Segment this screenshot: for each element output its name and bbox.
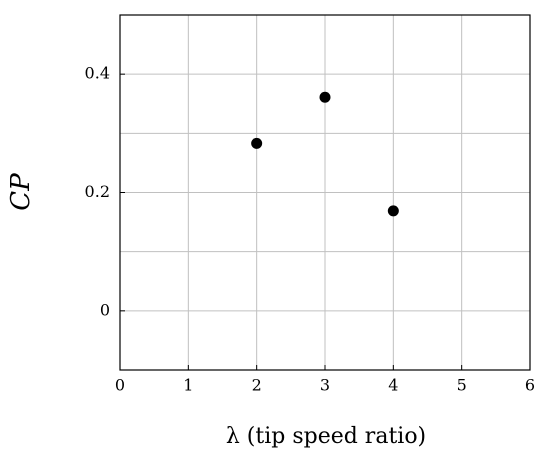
- x-tick-label: 2: [252, 376, 262, 395]
- x-tick-label: 5: [457, 376, 467, 395]
- x-tick-label: 1: [183, 376, 193, 395]
- y-axis-label: CP: [6, 173, 36, 211]
- x-tick-label: 4: [388, 376, 398, 395]
- x-tick-label: 6: [525, 376, 535, 395]
- y-tick-label: 0: [100, 300, 110, 319]
- x-tick-label: 3: [320, 376, 330, 395]
- x-tick-label: 0: [115, 376, 125, 395]
- point: [251, 137, 263, 149]
- x-axis-label: λ (tip speed ratio): [226, 424, 426, 449]
- y-tick-label: 0.2: [85, 182, 110, 201]
- y-tick-label: 0.4: [85, 64, 110, 83]
- point: [387, 205, 399, 217]
- point: [319, 91, 331, 103]
